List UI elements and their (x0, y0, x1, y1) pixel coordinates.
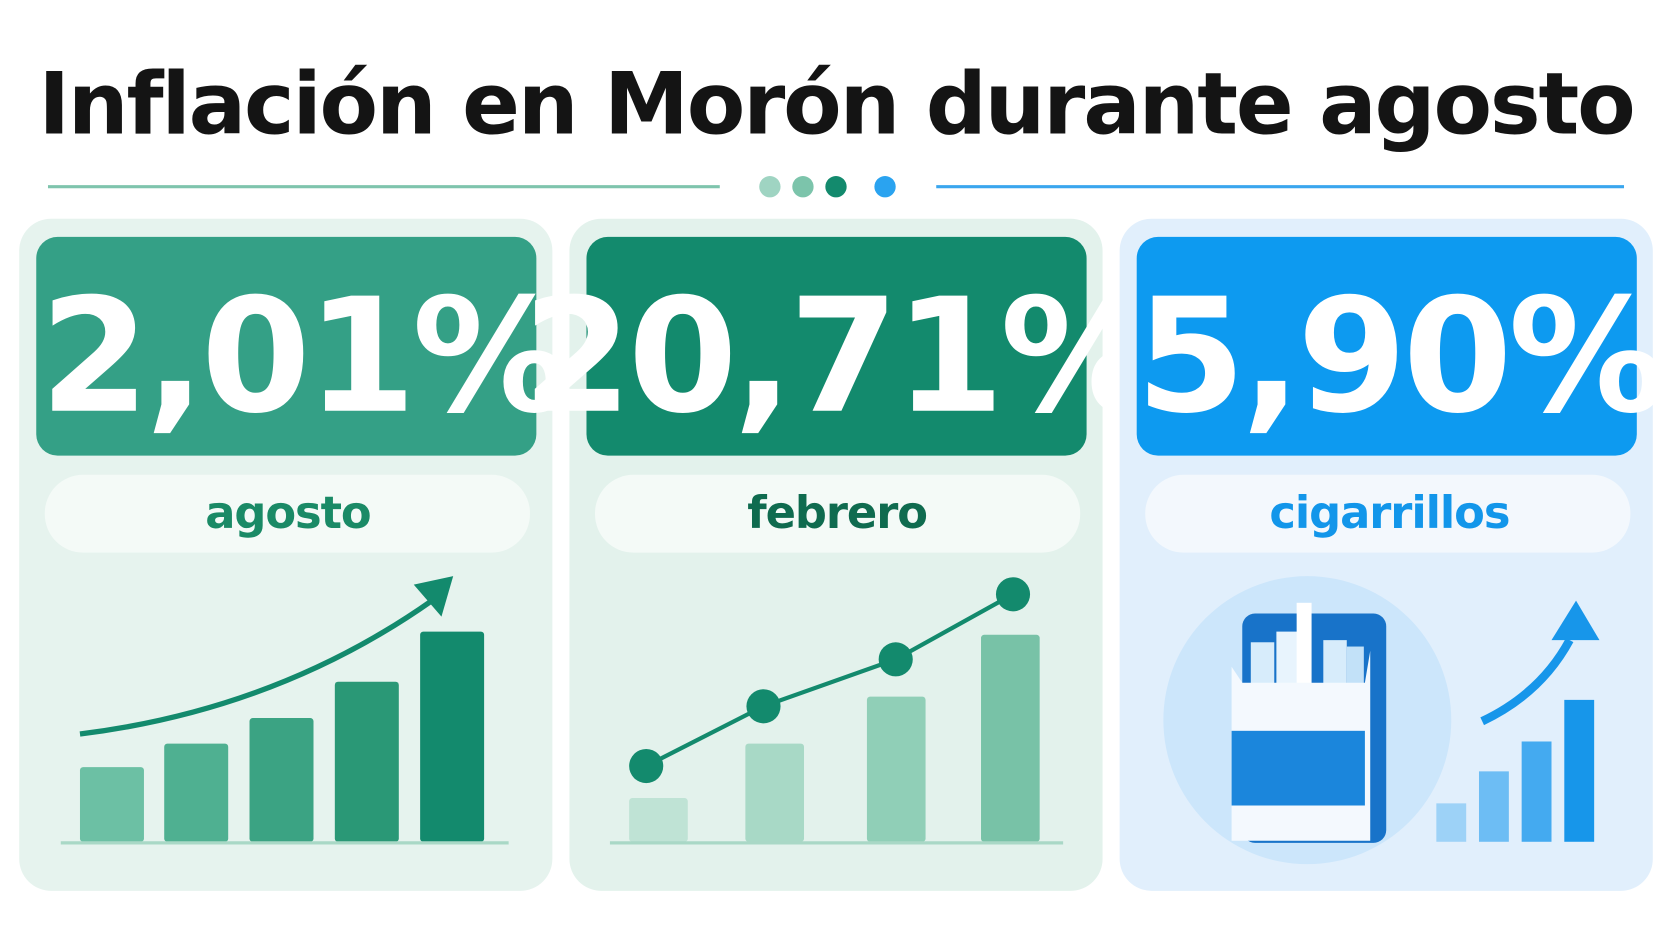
card-value: 5,90% (1136, 265, 1662, 449)
label-pill (1145, 474, 1631, 553)
card: 2,01% agosto (19, 218, 570, 891)
value-box (36, 236, 537, 456)
decor-cigarettes (1163, 576, 1600, 865)
decor-bars (60, 576, 509, 845)
decor-line-bars (609, 577, 1064, 845)
value-box (586, 236, 1087, 456)
card-label: agosto (205, 486, 370, 539)
value-box (1136, 236, 1637, 456)
card-label: cigarrillos (1269, 486, 1509, 539)
title: Inflación en Morón durante agosto (38, 55, 1633, 154)
divider (47, 176, 1625, 198)
label-pill (44, 474, 530, 553)
card: 20,71% febrero (522, 218, 1158, 891)
card-label: febrero (747, 486, 927, 539)
card-value: 20,71% (522, 265, 1154, 449)
label-pill (595, 474, 1081, 553)
card-value: 2,01% (40, 265, 566, 449)
card: 5,90% cigarrillos (1119, 218, 1666, 891)
